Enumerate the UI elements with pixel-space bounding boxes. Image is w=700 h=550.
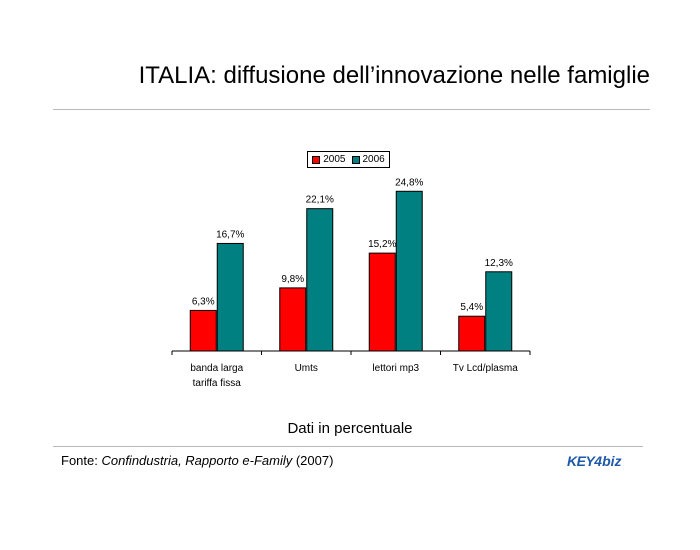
data-label-2005-2: 15,2% — [368, 239, 396, 250]
data-label-2005-1: 9,8% — [281, 274, 304, 285]
legend: 2005 2006 — [307, 151, 390, 168]
data-label-2005-3: 5,4% — [460, 302, 483, 313]
legend-label-2005: 2005 — [323, 154, 346, 165]
data-label-2006-3: 12,3% — [485, 258, 513, 269]
bar-2006-0 — [216, 242, 244, 352]
source-prefix: Fonte: — [61, 453, 102, 468]
bar-2006-2 — [395, 190, 423, 352]
legend-label-2006: 2006 — [362, 154, 385, 165]
category-label-1: Umts — [295, 363, 318, 374]
bar-2005-1 — [279, 287, 307, 352]
bar-2005-3 — [458, 315, 486, 352]
legend-swatch-2006 — [351, 155, 360, 164]
top-divider — [53, 109, 650, 110]
chart-title: ITALIA: diffusione dell’innovazione nell… — [138, 62, 650, 89]
bar-2006-3 — [485, 271, 513, 352]
source-year: (2007) — [292, 453, 334, 468]
legend-swatch-2005 — [312, 155, 321, 164]
data-label-2006-1: 22,1% — [306, 195, 334, 206]
category-label-2: lettori mp3 — [372, 363, 419, 374]
category-label-0: tariffa fissa — [193, 378, 242, 389]
bar-2006-1 — [306, 208, 334, 352]
bar-2005-2 — [368, 252, 396, 352]
source-citation: Fonte: Confindustria, Rapporto e-Family … — [61, 453, 333, 468]
data-label-2006-0: 16,7% — [216, 229, 244, 240]
chart-note: Dati in percentuale — [287, 420, 413, 437]
legend-item-2006: 2006 — [351, 154, 385, 165]
data-label-2005-0: 6,3% — [192, 296, 215, 307]
keybiz-logo: KEY4biz — [567, 453, 622, 469]
legend-item-2005: 2005 — [312, 154, 346, 165]
bar-2005-0 — [189, 309, 217, 352]
data-label-2006-2: 24,8% — [395, 177, 423, 188]
category-label-0: banda larga — [190, 363, 243, 374]
bottom-divider — [53, 446, 643, 447]
source-title: Confindustria, Rapporto e-Family — [101, 453, 293, 468]
category-label-3: Tv Lcd/plasma — [453, 363, 518, 374]
